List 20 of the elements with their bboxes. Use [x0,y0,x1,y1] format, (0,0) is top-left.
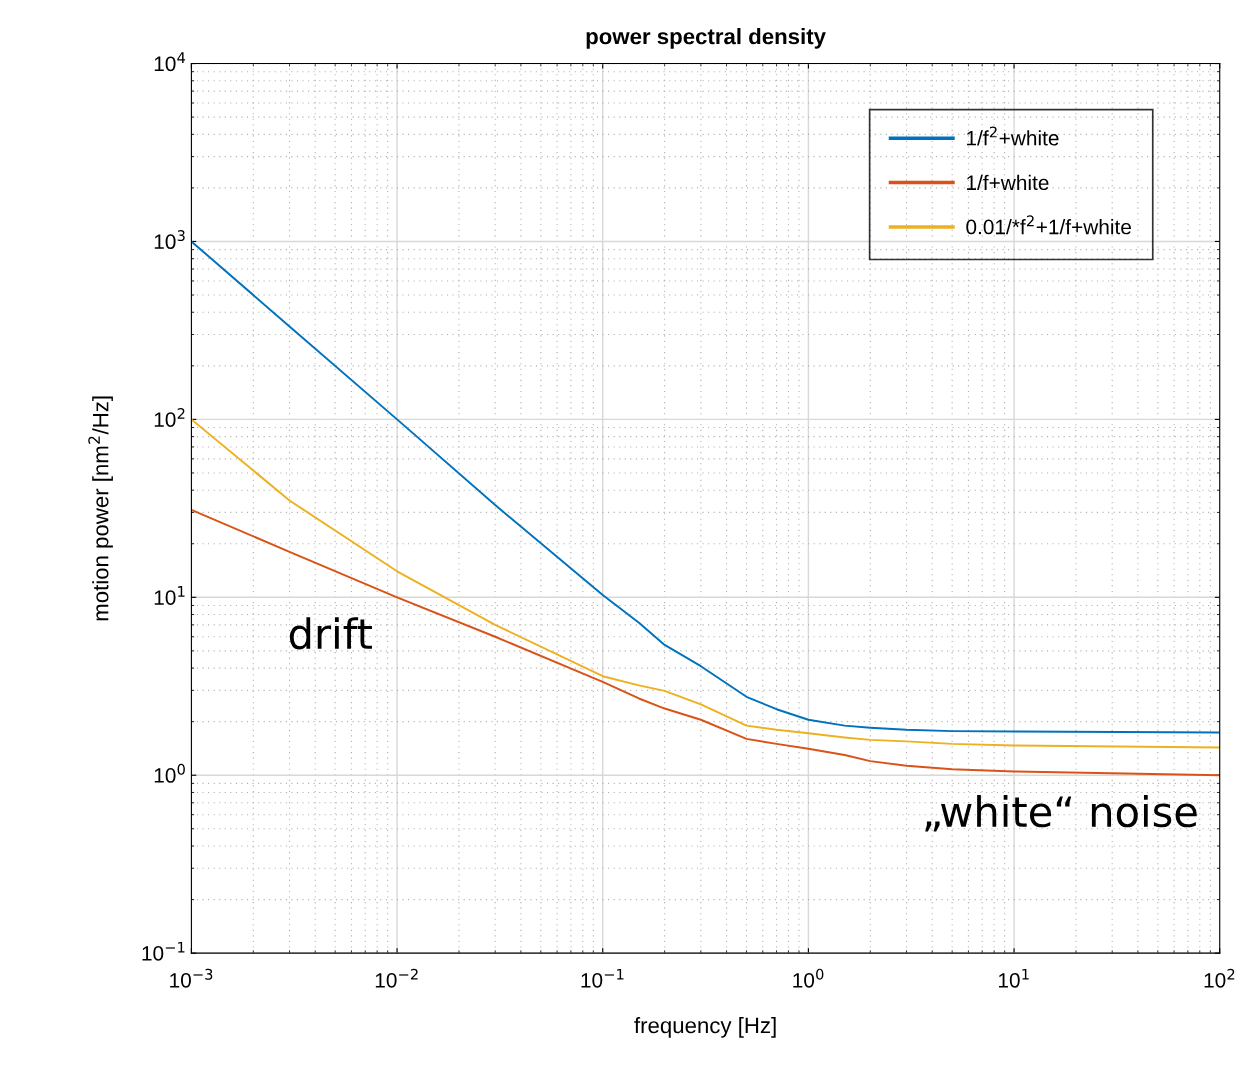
legend-label: 1/f$^{2}$+white [967,126,1059,146]
chart-title: power spectral density [586,27,826,49]
y-tick-label: 10$^{1}$ [154,586,185,605]
y-tick-label: 10$^{2}$ [154,407,185,427]
y-tick-label: 10$^{4}$ [154,52,186,72]
legend-label: 1/f+white [967,174,1049,191]
y-tick-label: 10$^{−1}$ [142,941,185,961]
legend-label: 0.01/*f$^{2}$+1/f+white [966,215,1131,235]
x-axis-title: frequency [Hz] [634,1017,776,1038]
y-tick-label: 10$^{3}$ [154,230,185,250]
annotation: „white“ noise [925,795,1197,832]
x-tick-label: 10$^{−2}$ [375,968,418,988]
x-tick-label: 10$^{1}$ [998,968,1029,988]
y-tick-label: 10$^{0}$ [154,763,185,783]
x-tick-label: 10$^{0}$ [793,968,824,988]
annotation: drift [289,617,372,650]
y-axis-title: motion power [nm$^{2}$/Hz] [88,396,113,621]
x-tick-label: 10$^{−3}$ [170,968,213,988]
x-tick-label: 10$^{−1}$ [581,968,624,988]
x-tick-label: 10$^{2}$ [1204,968,1235,988]
